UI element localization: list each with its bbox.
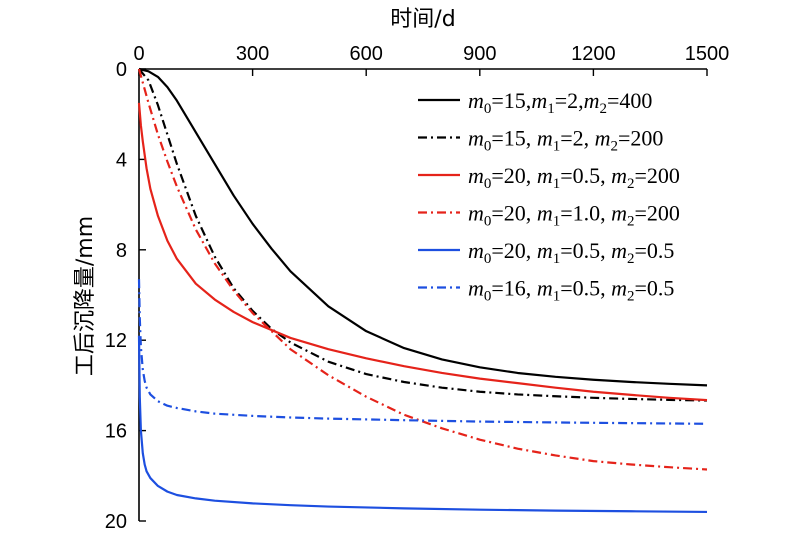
x-tick-label: 600 <box>350 43 383 65</box>
x-axis-title: 时间/d <box>390 7 455 32</box>
legend-label-3: m0=20, m1=0.5, m2=200 <box>468 163 680 192</box>
y-ticks: 0 4 8 12 16 20 <box>105 59 146 533</box>
x-tick-label: 1200 <box>571 43 616 65</box>
legend-label-6: m0=16, m1=0.5, m2=0.5 <box>468 276 674 305</box>
series-line-6 <box>137 279 708 425</box>
x-ticks: 0 300 600 900 1200 1500 <box>133 43 729 76</box>
x-tick-label: 0 <box>133 43 144 65</box>
y-tick-label: 16 <box>105 421 127 443</box>
series-line-4 <box>137 68 708 471</box>
series-line-2 <box>138 68 708 402</box>
series-line-1 <box>138 67 708 387</box>
x-tick-label: 300 <box>236 43 269 65</box>
y-tick-label: 12 <box>105 330 127 352</box>
legend-label-4: m0=20, m1=1.0, m2=200 <box>468 201 680 230</box>
y-tick-label: 8 <box>116 240 127 262</box>
y-axis-title: 工后沉降量/mm <box>73 216 98 376</box>
y-tick-label: 0 <box>116 59 127 81</box>
x-tick-label: 900 <box>463 43 496 65</box>
y-tick-label: 20 <box>105 511 127 533</box>
series-line-3 <box>137 102 708 402</box>
legend-label-1: m0=15,m1=2,m2=400 <box>468 88 652 117</box>
series-line-5 <box>137 335 708 514</box>
y-tick-label: 4 <box>116 149 127 171</box>
x-tick-label: 1500 <box>685 43 730 65</box>
legend: m0=15,m1=2,m2=400 m0=15, m1=2, m2=200 m0=2… <box>418 88 680 305</box>
series-group <box>137 67 708 514</box>
legend-label-2: m0=15, m1=2, m2=200 <box>468 126 663 155</box>
legend-label-5: m0=20, m1=0.5, m2=0.5 <box>468 238 674 267</box>
